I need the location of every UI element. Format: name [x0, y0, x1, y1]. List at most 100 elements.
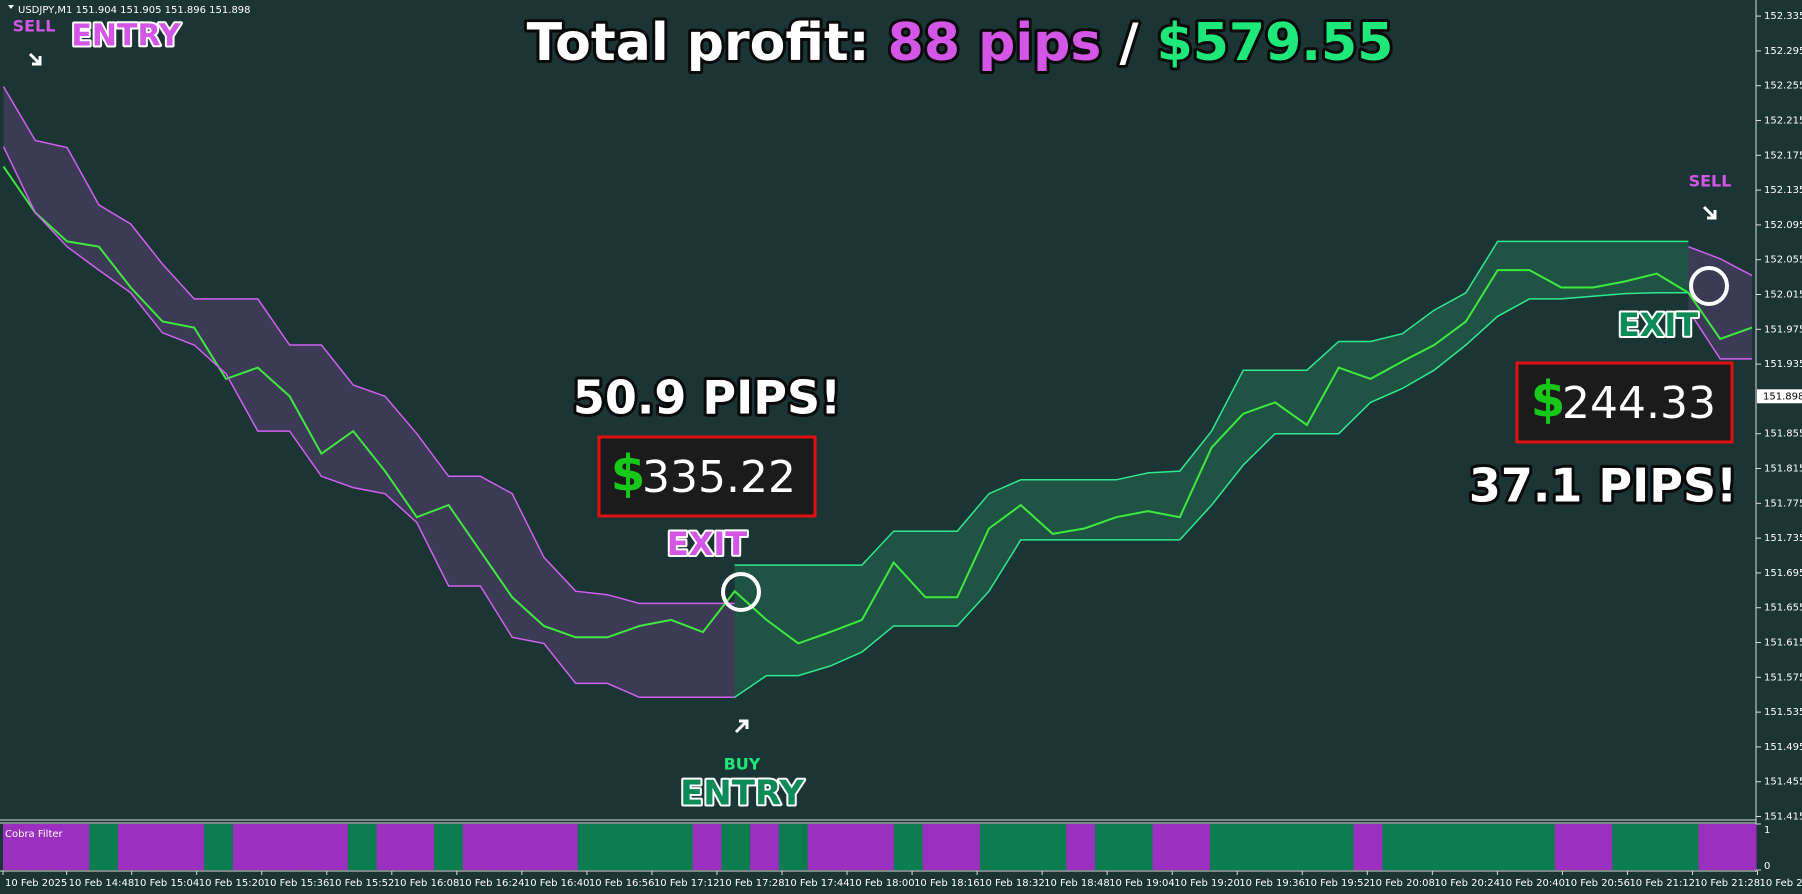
filter-bar [1095, 824, 1125, 870]
price-line [2, 166, 1753, 645]
annotation: BUY [724, 755, 761, 774]
x-tick-label: 10 Feb 18:00 [849, 878, 915, 889]
y-tick-label: 151.615 [1764, 638, 1802, 649]
x-tick-label: 10 Feb 15:04 [134, 878, 200, 889]
filter-bar [204, 824, 234, 870]
x-tick-label: 10 Feb 20:24 [1434, 878, 1500, 889]
currency: $ [611, 445, 646, 503]
profit-box [597, 435, 817, 518]
x-tick-label: 10 Feb 18:32 [979, 878, 1045, 889]
filter-bar [232, 824, 263, 870]
y-tick-label: 152.215 [1764, 115, 1802, 126]
annotation: SELL [13, 17, 56, 36]
filter-bar [836, 824, 866, 870]
profit-amount: 335.22 [642, 452, 796, 503]
filter-bar [1641, 824, 1671, 870]
filter-bar [1008, 824, 1039, 870]
filter-bar [319, 824, 349, 870]
x-tick-label: 10 Feb 19:20 [1174, 878, 1240, 889]
annotation: ENTRY [680, 774, 804, 814]
y-tick-label: 151.735 [1764, 533, 1802, 544]
filter-bar [865, 824, 895, 870]
filter-bar [1037, 824, 1067, 870]
band-line [734, 292, 1689, 698]
filter-bar [347, 824, 378, 870]
profit-box [1515, 361, 1734, 444]
filter-bar [1267, 824, 1297, 870]
currency: $ [1531, 371, 1566, 429]
filter-bar [1209, 824, 1240, 870]
x-tick-label: 10 Feb 2025 [5, 878, 67, 889]
band-fill [734, 241, 1689, 698]
filter-bar [663, 824, 694, 870]
filter-bar [376, 824, 406, 870]
y-tick-label: 151.455 [1764, 777, 1802, 788]
filter-bar [31, 824, 61, 870]
filter-bar [1296, 824, 1326, 870]
filter-bar [1324, 824, 1355, 870]
menu-arrow [8, 5, 14, 9]
filter-bar [606, 824, 636, 870]
x-tick-label: 10 Feb 16:40 [524, 878, 590, 889]
y-tick-label: 151.575 [1764, 672, 1802, 683]
x-tick-label: 10 Feb 20:40 [1499, 878, 1565, 889]
y-tick-label: 151.495 [1764, 742, 1802, 753]
annotation: 37.1 PIPS! [1469, 459, 1737, 513]
y-tick-label: 151.975 [1764, 324, 1802, 335]
current-price-box [1757, 389, 1802, 404]
filter-bar [261, 824, 291, 870]
filter-bar [1727, 824, 1757, 870]
y-tick-label: 152.015 [1764, 290, 1802, 301]
x-tick-label: 10 Feb 21:12 [1629, 878, 1695, 889]
y-tick-label: 152.055 [1764, 255, 1802, 266]
exit-circle [1689, 266, 1729, 306]
filter-bar [1066, 824, 1096, 870]
filter-bar [117, 824, 148, 870]
filter-bar [290, 824, 320, 870]
x-tick-label: 10 Feb 15:52 [329, 878, 395, 889]
sell-arrow [1702, 205, 1717, 220]
filter-bar [692, 824, 722, 870]
annotation: ENTRY [71, 19, 182, 54]
x-tick-label: 10 Feb 18:48 [1044, 878, 1110, 889]
filter-bar [922, 824, 952, 870]
filter-bar [750, 824, 780, 870]
filter-bar [1526, 824, 1556, 870]
filter-bar [1411, 824, 1441, 870]
filter-bar [175, 824, 205, 870]
band-fill [3, 86, 735, 698]
filter-bar [721, 824, 751, 870]
filter-bar [577, 824, 607, 870]
y-tick-label: 151.535 [1764, 707, 1802, 718]
x-tick-label: 10 Feb 14:48 [69, 878, 135, 889]
filter-bar [807, 824, 837, 870]
x-tick-label: 10 Feb 17:28 [719, 878, 785, 889]
filter-bar [520, 824, 550, 870]
filter-bar [491, 824, 521, 870]
filter-bar [980, 824, 1010, 870]
y-tick-label: 151.815 [1764, 464, 1802, 475]
x-tick-label: 10 Feb 17:12 [654, 878, 720, 889]
y-tick-label: 152.175 [1764, 150, 1802, 161]
x-tick-label: 10 Feb 15:20 [199, 878, 265, 889]
y-tick-label: 152.095 [1764, 220, 1802, 231]
band-fill [1688, 246, 1752, 359]
x-tick-label: 10 Feb 21:28 [1694, 878, 1760, 889]
filter-bar [146, 824, 176, 870]
x-tick-label: 10 Feb 18:16 [914, 878, 980, 889]
y-tick-label: 152.255 [1764, 81, 1802, 92]
y-tick-label: 151.695 [1764, 568, 1802, 579]
x-tick-label: 10 Feb 21:44 [1760, 878, 1802, 889]
filter-bar [1238, 824, 1268, 870]
sell-arrow [28, 52, 42, 66]
band-line [2, 146, 1752, 699]
annotation: SELL [1689, 172, 1732, 191]
annotation: EXIT [1618, 306, 1698, 344]
filter-bar [89, 824, 119, 870]
title-part: $579.55 [1157, 13, 1394, 73]
filter-bar [462, 824, 493, 870]
title-part: Total profit: [527, 13, 870, 73]
x-tick-label: 10 Feb 19:04 [1109, 878, 1175, 889]
y-tick-label: 151.775 [1764, 498, 1802, 509]
